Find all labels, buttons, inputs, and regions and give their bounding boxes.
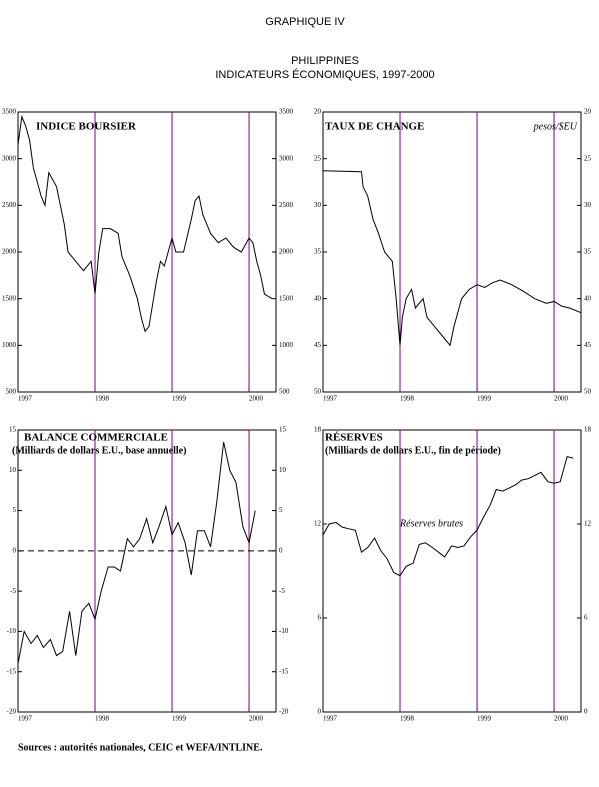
y2-tick-label: 45: [584, 341, 592, 349]
y2-tick-label: 500: [279, 388, 290, 396]
y2-tick-label: 10: [279, 466, 287, 474]
annotation: Réserves brutes: [399, 518, 463, 529]
y2-tick-label: 35: [584, 248, 592, 256]
y-tick-label: 5: [13, 506, 17, 514]
y2-tick-label: -5: [279, 587, 285, 595]
x-tick-label: 1997: [18, 715, 33, 723]
plot-frame: [17, 429, 277, 713]
y2-tick-label: -10: [279, 627, 289, 635]
annotation: pesos/$EU: [533, 121, 578, 132]
y2-tick-label: 30: [584, 201, 592, 209]
y-tick-label: 35: [314, 248, 322, 256]
y2-tick-label: 2500: [279, 201, 294, 209]
y2-tick-label: -15: [279, 667, 289, 675]
x-tick-label: 1998: [95, 715, 110, 723]
x-tick-label: 1998: [400, 395, 415, 403]
y-tick-label: 0: [13, 546, 17, 554]
x-tick-label: 1999: [477, 715, 492, 723]
y-tick-label: -20: [7, 708, 17, 716]
y-tick-label: 20: [314, 108, 322, 116]
data-line: [17, 114, 273, 333]
y2-tick-label: 0: [279, 546, 283, 554]
y-tick-label: 2000: [2, 248, 17, 256]
y-tick-label: 3500: [2, 108, 17, 116]
y2-tick-label: 12: [584, 520, 592, 528]
y-tick-label: 25: [314, 154, 322, 162]
y2-tick-label: 1500: [279, 294, 294, 302]
x-tick-label: 2000: [249, 395, 264, 403]
y2-tick-label: 40: [584, 294, 592, 302]
y-tick-label: 500: [6, 388, 17, 396]
y2-tick-label: 6: [584, 614, 588, 622]
x-tick-label: 1999: [172, 395, 187, 403]
x-tick-label: 2000: [554, 395, 569, 403]
y-tick-label: 1000: [2, 341, 17, 349]
y2-tick-label: 5: [279, 506, 283, 514]
plot-frame: [322, 111, 582, 393]
panel-title: BALANCE COMMERCIALE: [24, 432, 168, 444]
data-line: [322, 456, 574, 577]
y-tick-label: -15: [7, 667, 17, 675]
y-tick-label: 1500: [2, 294, 17, 302]
y-tick-label: 18: [314, 426, 322, 434]
y-tick-label: 12: [314, 520, 322, 528]
x-tick-label: 2000: [249, 715, 264, 723]
y-tick-label: 3000: [2, 154, 17, 162]
y-tick-label: -5: [10, 587, 16, 595]
subtitle: INDICATEURS ÉCONOMIQUES, 1997-2000: [215, 68, 434, 81]
x-tick-label: 1998: [400, 715, 415, 723]
x-tick-label: 1997: [18, 395, 33, 403]
panel-title: TAUX DE CHANGE: [325, 121, 424, 133]
x-tick-label: 1998: [95, 395, 110, 403]
y2-tick-label: 20: [584, 108, 592, 116]
panel-subtitle: (Milliards de dollars E.U., fin de pério…: [325, 445, 501, 456]
x-tick-label: 2000: [554, 715, 569, 723]
y2-tick-label: 18: [584, 426, 592, 434]
y-tick-label: 30: [314, 201, 322, 209]
y2-tick-label: 25: [584, 154, 592, 162]
y-tick-label: -10: [7, 627, 17, 635]
y-tick-label: 2500: [2, 201, 17, 209]
y2-tick-label: 3000: [279, 154, 294, 162]
x-tick-label: 1997: [323, 715, 338, 723]
panel-title: INDICE BOURSIER: [36, 121, 137, 133]
x-tick-label: 1997: [323, 395, 338, 403]
panel-subtitle: (Milliards de dollars E.U., base annuell…: [12, 445, 186, 456]
graph-title: GRAPHIQUE IV: [265, 16, 345, 28]
y2-tick-label: 0: [584, 708, 588, 716]
data-line: [322, 170, 582, 347]
data-line: [17, 441, 256, 664]
y2-tick-label: 15: [279, 426, 287, 434]
y-tick-label: 50: [314, 388, 322, 396]
y2-tick-label: -20: [279, 708, 289, 716]
y-tick-label: 15: [9, 426, 17, 434]
country: PHILIPPINES: [291, 55, 359, 67]
plot-frame: [17, 111, 277, 393]
y-tick-label: 40: [314, 294, 322, 302]
y2-tick-label: 1000: [279, 341, 294, 349]
y-tick-label: 6: [318, 614, 322, 622]
x-tick-label: 1999: [172, 715, 187, 723]
y2-tick-label: 2000: [279, 248, 294, 256]
y-tick-label: 0: [318, 708, 322, 716]
plot-frame: [322, 429, 582, 713]
y-tick-label: 45: [314, 341, 322, 349]
source: Sources : autorités nationales, CEIC et …: [18, 742, 263, 753]
panel-title: RÉSERVES: [325, 432, 383, 444]
y-tick-label: 10: [9, 466, 17, 474]
x-tick-label: 1999: [477, 395, 492, 403]
y2-tick-label: 50: [584, 388, 592, 396]
y2-tick-label: 3500: [279, 108, 294, 116]
